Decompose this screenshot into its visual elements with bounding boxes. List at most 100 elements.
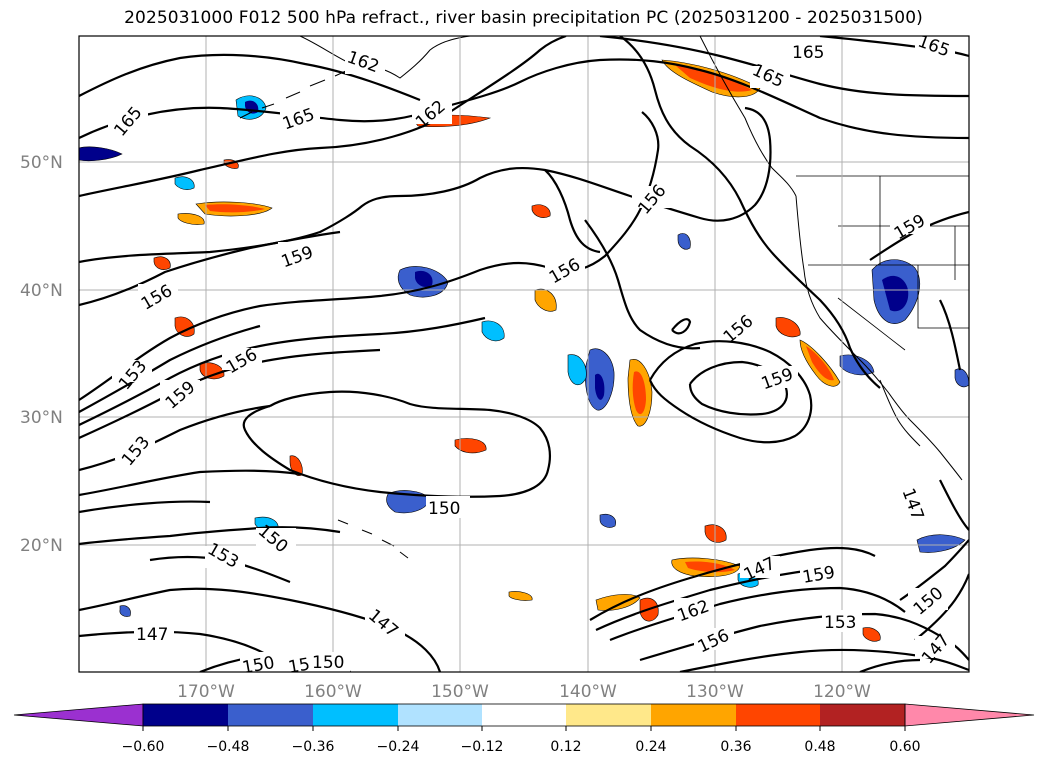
contour-line: [595, 566, 831, 631]
contour-label: 165: [792, 43, 824, 63]
contour-line: [914, 573, 969, 641]
colorbar-tick-label: −0.48: [207, 739, 250, 755]
gridlines: [79, 36, 969, 672]
coastlines: [239, 36, 963, 559]
contour-label: 150: [241, 653, 276, 678]
contour-line: [79, 316, 486, 426]
map-frame: [78, 35, 970, 673]
lat-label-50: 50°N: [20, 153, 63, 173]
colorbar-tick-label: −0.60: [122, 739, 165, 755]
colorbar-tick-label: −0.12: [461, 739, 504, 755]
colorbar-outline: [142, 703, 906, 727]
canada-coast: [699, 36, 797, 197]
colorbar-segment: [651, 704, 736, 726]
positive-anomaly-area: [153, 256, 171, 270]
negative-anomaly-area: [677, 233, 691, 250]
longitude-labels: 170°W 160°W 150°W 140°W 130°W 120°W: [177, 682, 871, 702]
positive-anomaly-area: [531, 204, 551, 218]
colorbar-segment: [313, 704, 398, 726]
contour-line: [688, 360, 788, 416]
state-border: [837, 297, 906, 351]
negative-anomaly-area: [415, 270, 433, 288]
negative-anomaly-area: [79, 146, 123, 162]
colorbar-tick-label: 0.36: [720, 739, 751, 755]
colorbar-segment: [482, 704, 566, 726]
contour-label: 153: [824, 613, 856, 633]
colorbar-segment: [143, 704, 228, 726]
colorbar-tick-label: −0.36: [292, 739, 335, 755]
contour-line: [939, 299, 962, 371]
colorbar-tick-label: 0.48: [804, 739, 835, 755]
lat-label-30: 30°N: [20, 408, 63, 428]
colorbar-segment: [566, 704, 651, 726]
colorbar-segment: [228, 704, 313, 726]
positive-anomaly-area: [862, 627, 881, 642]
positive-anomaly-area: [508, 591, 533, 601]
state-border: [917, 265, 969, 329]
colorbar-segment: [398, 704, 482, 726]
colorbar-extend-high: [904, 703, 1035, 727]
alaska-coast: [299, 36, 471, 79]
negative-anomaly-area: [481, 320, 505, 342]
contour-line: [79, 324, 261, 413]
positive-anomaly-area: [177, 213, 205, 225]
negative-anomaly-area: [595, 373, 605, 400]
aleutian-islands: [239, 69, 349, 119]
contour-label: 150: [312, 653, 344, 673]
contour-line: [79, 526, 341, 546]
positive-anomaly-area: [205, 204, 265, 213]
lat-label-40: 40°N: [20, 281, 63, 301]
lon-label-120w: 120°W: [813, 682, 871, 702]
lon-label-160w: 160°W: [304, 682, 362, 702]
colorbar-tick-label: 0.24: [635, 739, 666, 755]
lon-label-140w: 140°W: [559, 682, 617, 702]
colorbar-tick-label: 0.12: [550, 739, 581, 755]
contour-line: [79, 53, 421, 102]
contour-line: [939, 479, 969, 531]
negative-anomaly-area: [174, 176, 195, 190]
latitude-labels: 50°N 40°N 30°N 20°N: [20, 153, 63, 556]
lon-label-130w: 130°W: [686, 682, 744, 702]
colorbar-extend-low: [13, 703, 144, 727]
lat-label-20: 20°N: [20, 536, 63, 556]
colorbar-segment: [736, 704, 820, 726]
colorbar-ticks: [142, 726, 906, 731]
contour-line: [679, 648, 969, 672]
contour-line: [79, 230, 341, 307]
contour-label: 150: [428, 499, 460, 519]
precipitation-shading: [79, 59, 969, 642]
contour-line: [439, 58, 969, 140]
positive-anomaly-area: [174, 316, 195, 337]
contour-line: [79, 36, 567, 198]
negative-anomaly-area: [916, 534, 966, 553]
map-area: 165 165 165 165 165 162 162 156 156 159 …: [79, 36, 969, 678]
positive-anomaly-area: [775, 317, 801, 338]
baja-california: [879, 379, 921, 447]
state-borders: [796, 175, 969, 351]
colorbar-tick-label: −0.24: [377, 739, 420, 755]
contour-line: [619, 36, 881, 389]
contour-line: [609, 586, 906, 642]
negative-anomaly-area: [119, 605, 131, 617]
negative-anomaly-area: [599, 513, 616, 528]
hawaii-islands: [337, 519, 409, 559]
contour-labels: 165 165 165 165 165 162 162 156 156 159 …: [108, 36, 955, 678]
colorbar: −0.60 −0.48 −0.36 −0.24 −0.12 0.12 0.24 …: [13, 703, 1035, 755]
contour-line: [671, 318, 692, 335]
contour-line: [79, 404, 271, 472]
colorbar-segment: [820, 704, 905, 726]
contour-line: [79, 587, 442, 672]
negative-anomaly-area: [567, 354, 587, 386]
positive-anomaly-area: [806, 346, 834, 381]
lon-label-150w: 150°W: [431, 682, 489, 702]
contour-line: [859, 658, 921, 672]
contour-line: [79, 469, 301, 497]
contour-line: [648, 340, 813, 444]
contour-label: 147: [136, 625, 168, 645]
positive-anomaly-area: [632, 371, 646, 415]
lon-label-170w: 170°W: [177, 682, 235, 702]
refractivity-contours: [79, 36, 969, 672]
contour-line: [79, 500, 211, 514]
contour-line: [544, 169, 601, 254]
